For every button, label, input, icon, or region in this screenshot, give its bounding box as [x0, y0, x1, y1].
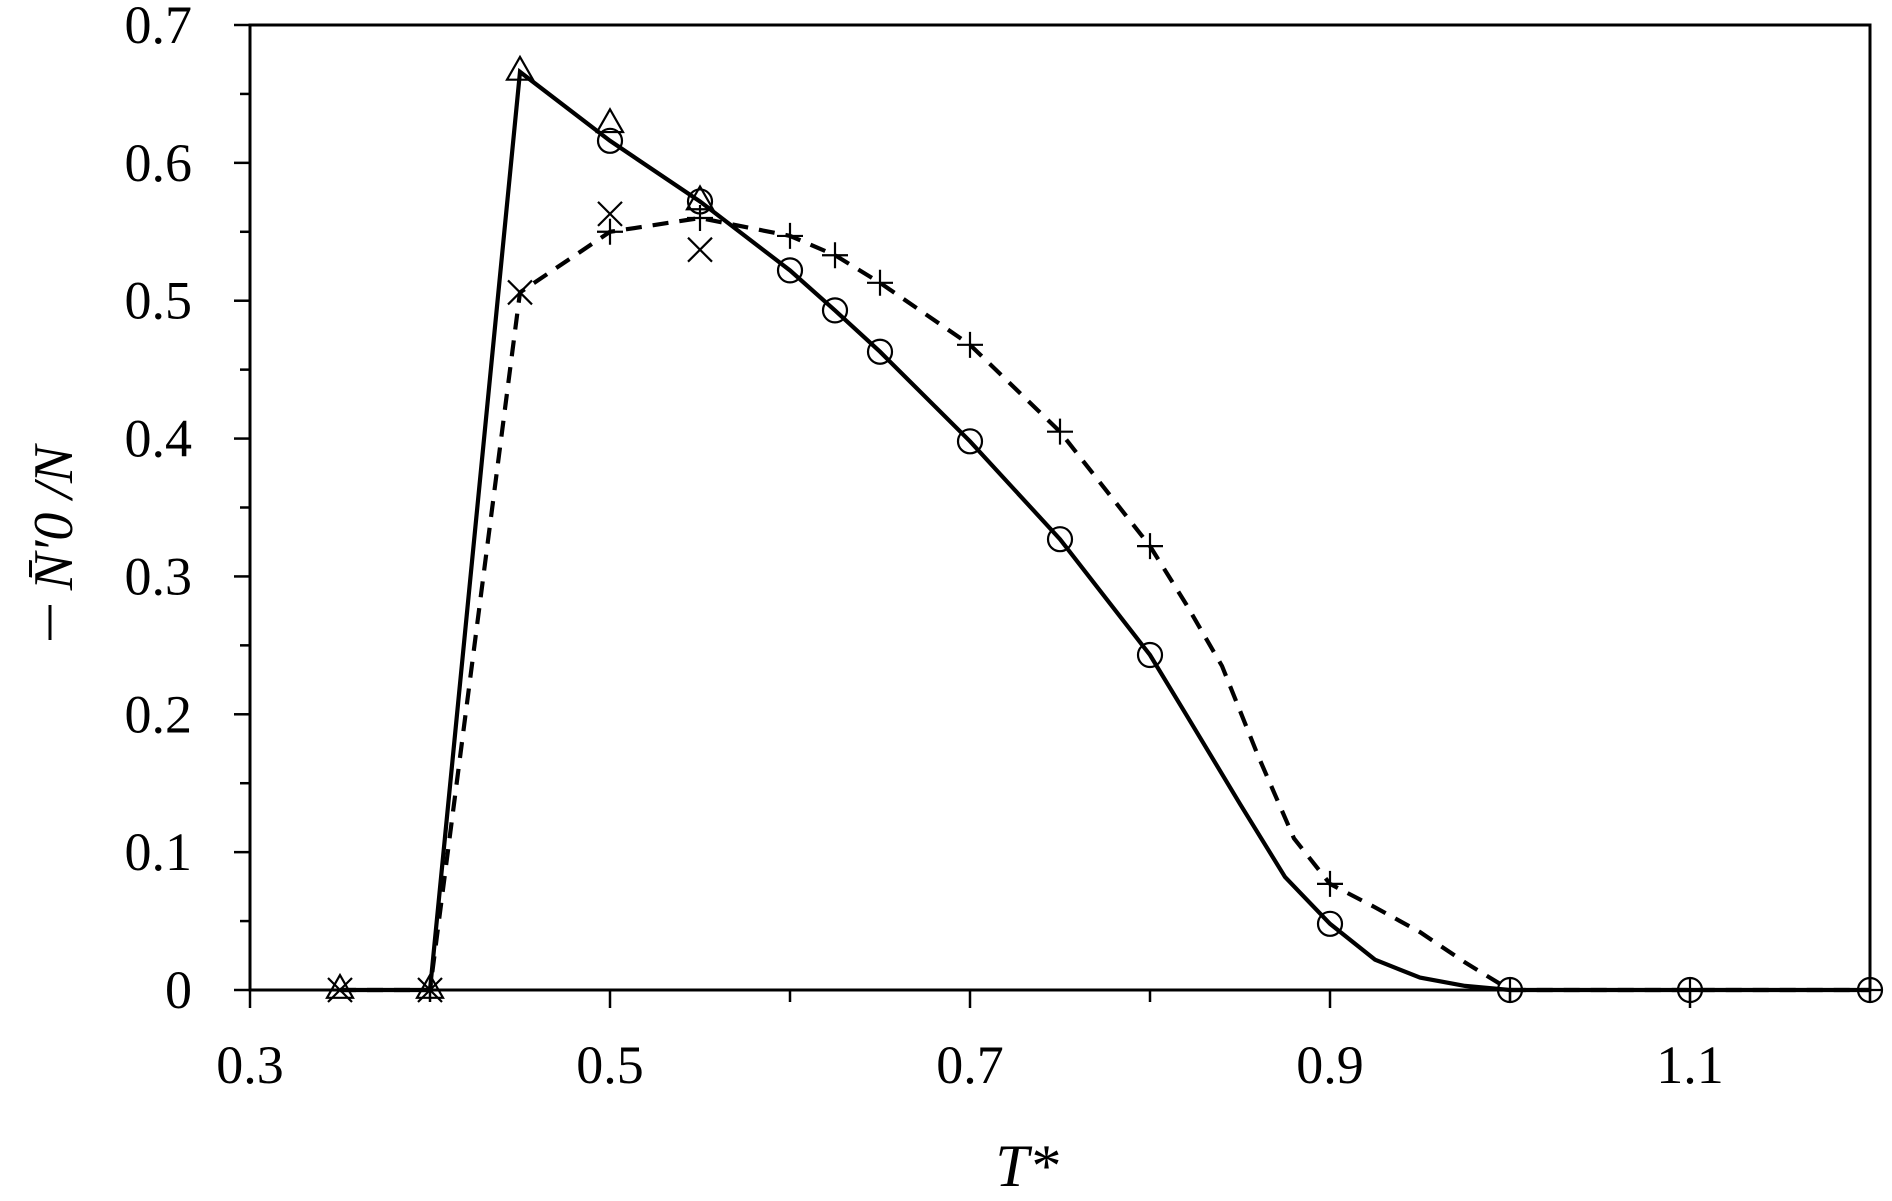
x-tick-label: 0.7: [936, 1035, 1004, 1095]
x-tick-label: 0.5: [576, 1035, 644, 1095]
data-markers: [325, 54, 1884, 1004]
x-tick-label: 1.1: [1656, 1035, 1724, 1095]
series-lines: [340, 67, 1870, 993]
y-tick-label: 0.5: [125, 271, 193, 331]
plus-marker: [867, 269, 893, 296]
circle-marker: [1316, 910, 1344, 937]
circle-marker: [866, 338, 894, 365]
plus-marker: [777, 222, 803, 249]
y-axis-title: N̄′0 /N: [23, 443, 85, 591]
y-tick-label: 0.4: [125, 409, 193, 469]
triangle-marker: [595, 107, 625, 134]
plus-marker: [957, 331, 983, 358]
plus-marker: [1047, 418, 1073, 445]
y-tick-label: 0.7: [125, 0, 193, 55]
y-tick-label: 0.1: [125, 822, 193, 882]
solid-curve: [340, 67, 1870, 993]
axes: 0.3 0.5 0.7 0.9 1.1 0 0.1 0.2 0.3 0.4 0.5 0.6 0.7: [125, 0, 1872, 1095]
x-marker: [507, 279, 533, 306]
circle-marker: [1136, 641, 1164, 669]
x-marker: [687, 236, 713, 263]
triangle-marker: [325, 972, 355, 999]
x-tick-label: 0.3: [216, 1035, 284, 1095]
y-tick-label: 0.2: [125, 684, 193, 744]
circle-marker: [596, 127, 624, 154]
x-axis-title: T*: [995, 1133, 1058, 1199]
dashed-curve: [340, 215, 1870, 993]
plus-marker: [687, 205, 713, 231]
y-tick-label: 0.3: [125, 546, 193, 606]
circle-marker: [1046, 526, 1074, 553]
circle-marker: [956, 428, 984, 455]
plus-marker: [597, 218, 623, 245]
plus-marker: [1137, 533, 1163, 560]
x-marker: [597, 201, 623, 227]
y-tick-label: 0: [165, 960, 192, 1020]
triangle-marker: [505, 54, 535, 81]
plus-marker: [1317, 870, 1343, 897]
circle-marker: [776, 257, 804, 284]
y-tick-label: 0.6: [125, 133, 193, 193]
x-tick-label: 0.9: [1296, 1035, 1364, 1095]
plus-marker: [822, 242, 848, 269]
circle-marker: [821, 297, 849, 324]
